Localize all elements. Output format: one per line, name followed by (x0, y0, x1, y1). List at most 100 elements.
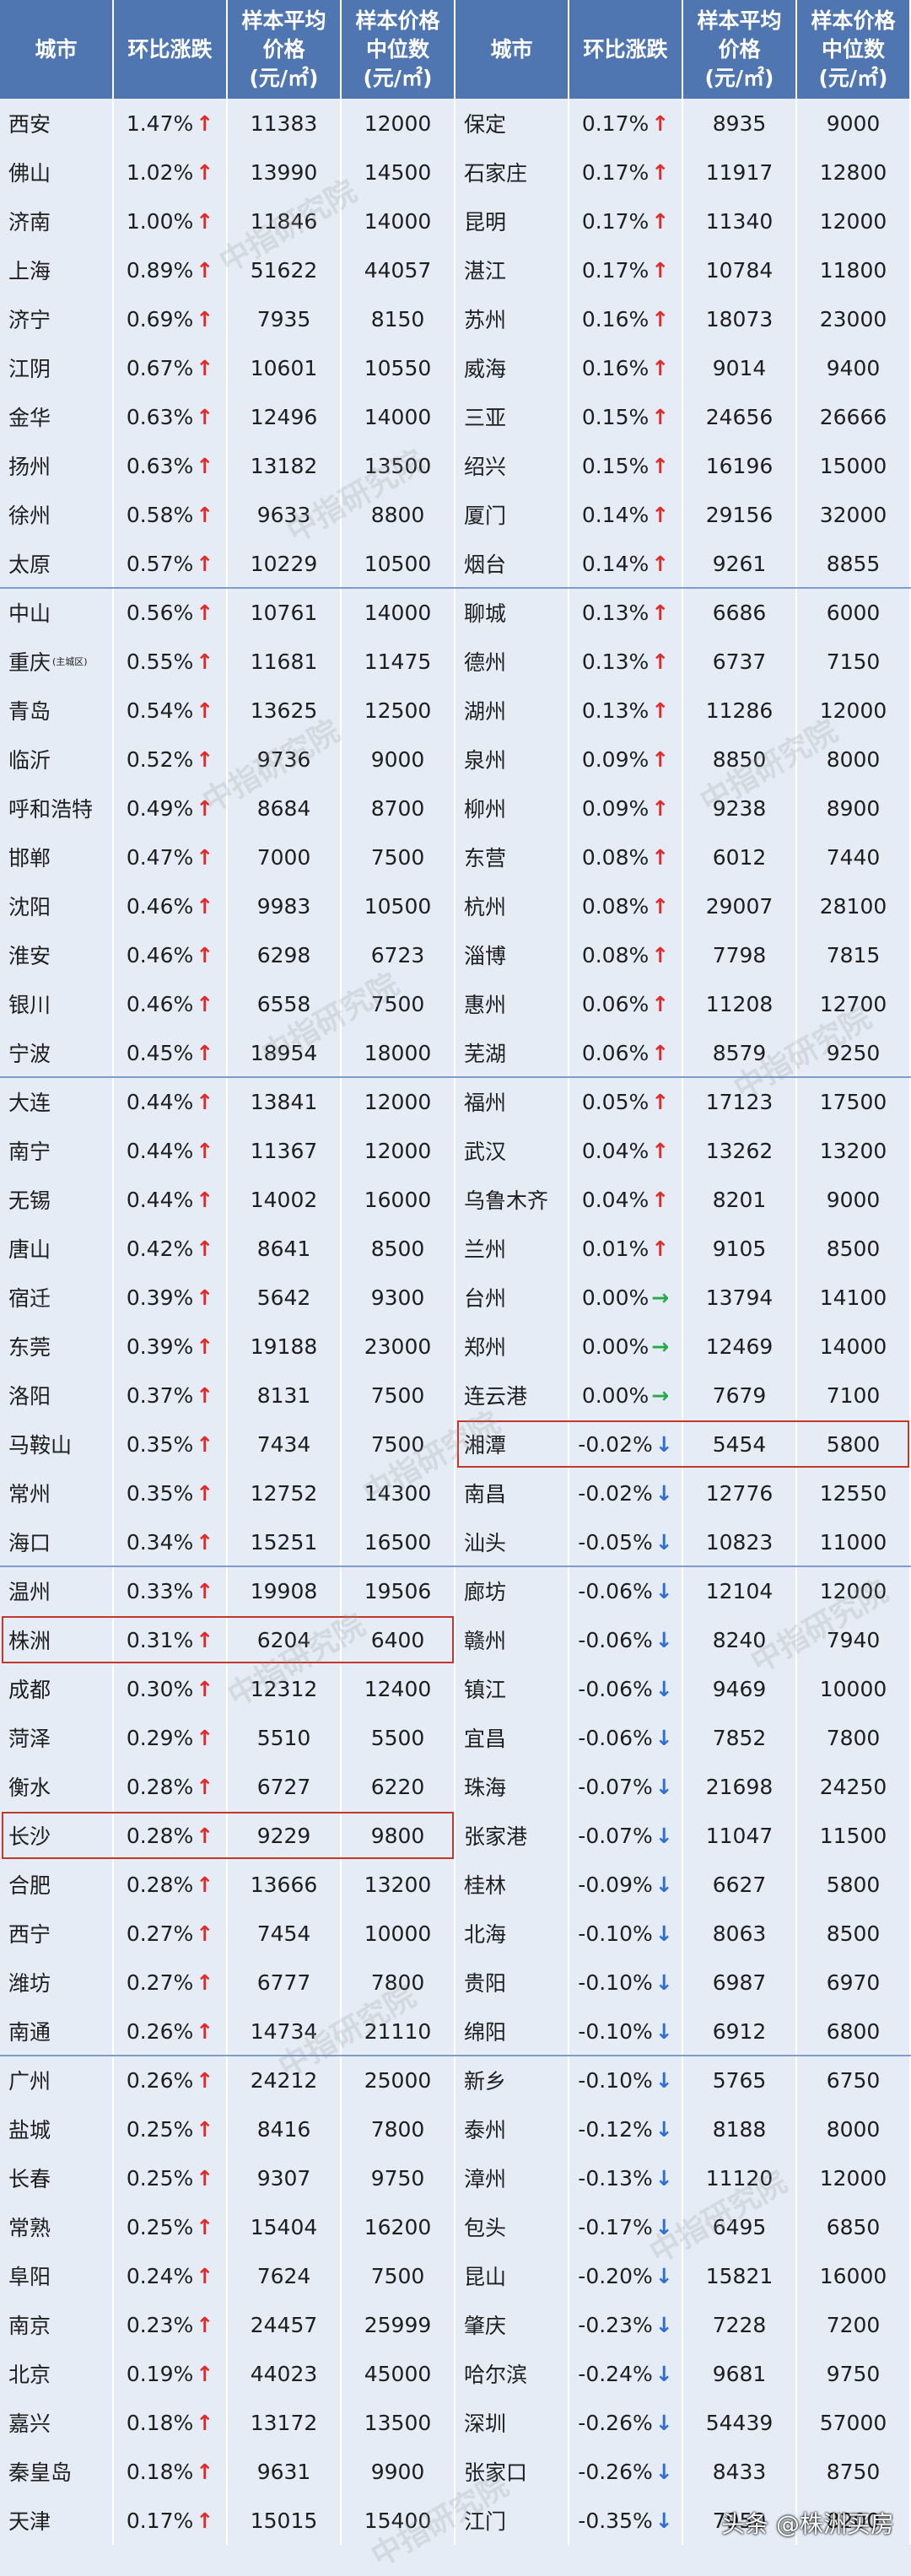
median-price-cell: 10500 (342, 881, 456, 930)
change-value: 0.67% (126, 355, 194, 380)
city-cell: 南昌 (456, 1469, 569, 1517)
trend-arrow: ↓ (655, 2410, 673, 2435)
trend-arrow: ↑ (196, 2410, 214, 2435)
header-cell: 样本平均 价格 (元/㎡) (683, 0, 797, 99)
change-cell: 0.35% ↑ (114, 1420, 228, 1469)
change-cell: -0.26% ↓ (569, 2398, 683, 2447)
change-cell: 0.27% ↑ (114, 1909, 228, 1958)
city-name: 衡水 (8, 1776, 51, 1800)
avg-price-cell: 7624 (228, 2251, 342, 2300)
change-cell: -0.10% ↓ (569, 2007, 683, 2056)
avg-price-cell: 15015 (228, 2496, 342, 2545)
avg-price-cell: 5642 (228, 1273, 342, 1322)
change-value: 0.26% (126, 2067, 194, 2093)
change-value: 0.35% (126, 1431, 194, 1457)
change-cell: 0.44% ↑ (114, 1077, 228, 1126)
change-value: 0.16% (581, 306, 650, 331)
city-name: 南宁 (8, 1140, 51, 1164)
median-price-cell: 8900 (797, 784, 911, 833)
change-cell: 0.17% ↑ (569, 99, 683, 148)
change-cell: 0.13% ↑ (569, 686, 683, 735)
avg-price-cell: 11047 (683, 1811, 797, 1860)
avg-price-cell: 6686 (683, 588, 797, 637)
change-cell: 0.47% ↑ (114, 833, 228, 881)
trend-arrow: ↑ (196, 2459, 214, 2484)
change-value: -0.35% (578, 2508, 653, 2533)
header-cell: 样本价格 中位数 (元/㎡) (797, 0, 911, 99)
city-name: 常熟 (8, 2216, 51, 2240)
trend-arrow: ↑ (651, 257, 670, 283)
change-cell: -0.06% ↓ (569, 1615, 683, 1664)
change-value: 0.69% (126, 306, 194, 331)
city-name: 重庆 (8, 650, 51, 675)
city-cell: 赣州 (456, 1615, 569, 1664)
change-cell: 0.29% ↑ (114, 1713, 228, 1762)
trend-arrow: ↓ (655, 2361, 673, 2386)
trend-arrow: ↑ (196, 1431, 214, 1457)
change-value: 0.52% (126, 746, 194, 772)
median-price-cell: 8500 (797, 1909, 911, 1958)
change-cell: 0.37% ↑ (114, 1371, 228, 1420)
change-cell: 0.14% ↑ (569, 490, 683, 539)
city-cell: 重庆 (主城区) (0, 637, 114, 686)
change-value: 0.06% (581, 1040, 650, 1065)
city-note: (主城区) (52, 656, 88, 667)
change-cell: -0.10% ↓ (569, 2056, 683, 2104)
header-cell: 城市 (456, 0, 569, 99)
trend-arrow: ↑ (651, 1089, 670, 1114)
avg-price-cell: 8850 (683, 735, 797, 784)
change-cell: 0.55% ↑ (114, 637, 228, 686)
city-name: 烟台 (464, 552, 507, 577)
city-name: 中山 (8, 601, 51, 626)
median-price-cell: 12000 (797, 686, 911, 735)
city-name: 宁波 (8, 1042, 51, 1066)
avg-price-cell: 12469 (683, 1322, 797, 1371)
trend-arrow: ↓ (655, 2312, 673, 2337)
change-cell: 0.58% ↑ (114, 490, 228, 539)
change-value: 0.34% (126, 1529, 194, 1555)
avg-price-cell: 24457 (228, 2300, 342, 2349)
change-cell: 0.16% ↑ (569, 343, 683, 392)
change-cell: 0.45% ↑ (114, 1028, 228, 1077)
city-cell: 徐州 (0, 490, 114, 539)
median-price-cell: 5800 (797, 1860, 911, 1909)
change-cell: -0.02% ↓ (569, 1420, 683, 1469)
change-value: 0.23% (126, 2312, 194, 2337)
change-value: 1.00% (126, 208, 194, 234)
trend-arrow: ↑ (196, 844, 214, 870)
avg-price-cell: 6558 (228, 979, 342, 1028)
change-cell: -0.13% ↓ (569, 2153, 683, 2202)
median-price-cell: 11500 (797, 1811, 911, 1860)
median-price-cell: 14000 (797, 1322, 911, 1371)
median-price-cell: 7200 (797, 2300, 911, 2349)
change-value: 0.19% (126, 2361, 194, 2386)
trend-arrow: ↓ (655, 2508, 673, 2533)
change-value: 0.06% (581, 991, 650, 1016)
city-cell: 宜昌 (456, 1713, 569, 1762)
city-name: 湛江 (464, 259, 507, 283)
highlight-box (2, 1616, 454, 1663)
avg-price-cell: 29007 (683, 881, 797, 930)
avg-price-cell: 12752 (228, 1469, 342, 1517)
median-price-cell: 13200 (797, 1126, 911, 1175)
city-cell: 盐城 (0, 2104, 114, 2153)
avg-price-cell: 6912 (683, 2007, 797, 2056)
city-cell: 南宁 (0, 1126, 114, 1175)
median-price-cell: 6970 (797, 1958, 911, 2007)
change-value: -0.12% (578, 2116, 653, 2142)
avg-price-cell: 11208 (683, 979, 797, 1028)
change-value: 0.37% (126, 1382, 194, 1408)
city-name: 聊城 (464, 601, 507, 626)
city-cell: 烟台 (456, 539, 569, 588)
median-price-cell: 7100 (797, 1371, 911, 1420)
avg-price-cell: 8433 (683, 2447, 797, 2496)
median-price-cell: 14000 (342, 588, 456, 637)
city-cell: 厦门 (456, 490, 569, 539)
trend-arrow: ↑ (196, 893, 214, 919)
median-price-cell: 12000 (797, 1566, 911, 1615)
highlight-box (457, 1420, 909, 1468)
change-cell: -0.17% ↓ (569, 2202, 683, 2251)
group-separator (0, 587, 911, 589)
city-cell: 长春 (0, 2153, 114, 2202)
